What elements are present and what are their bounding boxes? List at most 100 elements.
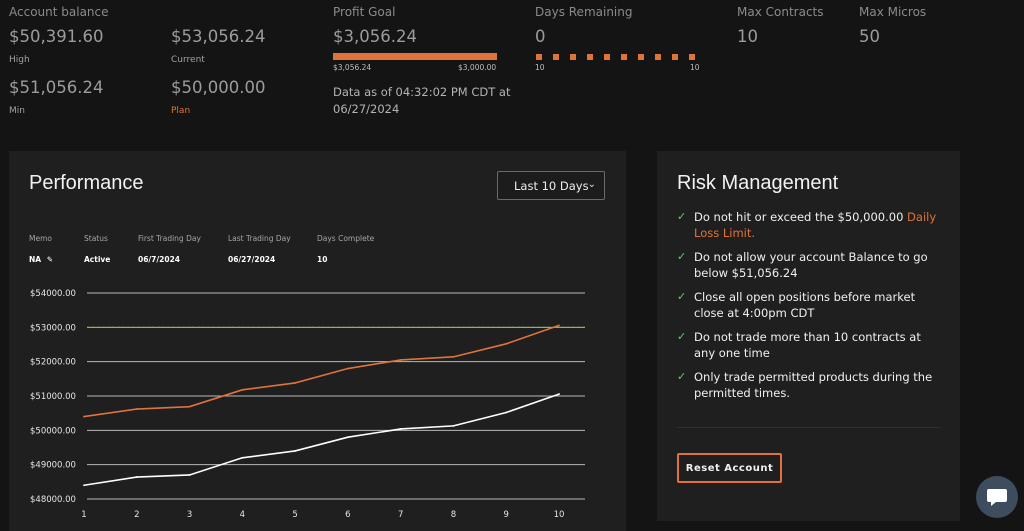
risk-rule: ✓ Do not hit or exceed the $50,000.00 Da… bbox=[677, 209, 945, 241]
balance-high-label: High bbox=[9, 55, 30, 65]
x-tick-label: 4 bbox=[240, 510, 245, 520]
risk-management-title: Risk Management bbox=[677, 172, 839, 194]
reset-account-button[interactable]: Reset Account bbox=[677, 453, 782, 483]
account-balance-label: Account balance bbox=[9, 5, 109, 19]
date-range-select-value: Last 10 Days bbox=[514, 178, 589, 193]
data-point bbox=[188, 405, 191, 408]
status-value: Active bbox=[84, 255, 111, 264]
table-header-status: Status bbox=[84, 234, 108, 243]
x-tick-label: 8 bbox=[451, 510, 456, 520]
memo-text: NA bbox=[29, 255, 42, 264]
data-point bbox=[505, 411, 508, 414]
risk-rule-text: Close all open positions before market c… bbox=[694, 290, 916, 320]
data-point bbox=[346, 367, 349, 370]
x-tick-label: 5 bbox=[292, 510, 297, 520]
risk-rule-text: Do not hit or exceed the $50,000.00 bbox=[694, 210, 908, 224]
check-icon: ✓ bbox=[677, 250, 687, 263]
performance-title: Performance bbox=[29, 172, 144, 194]
data-point bbox=[188, 474, 191, 476]
y-tick-label: $49000.00 bbox=[30, 461, 76, 471]
balance-plan-label: Plan bbox=[171, 106, 191, 116]
y-tick-label: $53000.00 bbox=[30, 323, 76, 333]
days-remaining-value: 0 bbox=[535, 27, 546, 46]
x-tick-label: 7 bbox=[398, 510, 403, 520]
max-contracts-label: Max Contracts bbox=[737, 5, 824, 19]
balance-min-value: $51,056.24 bbox=[9, 78, 104, 97]
day-dash bbox=[570, 54, 576, 60]
day-dash bbox=[536, 54, 542, 60]
days-remaining-label: Days Remaining bbox=[535, 5, 633, 19]
days-complete-value: 10 bbox=[317, 255, 328, 264]
table-header-days-complete: Days Complete bbox=[317, 234, 375, 243]
day-dash bbox=[655, 54, 661, 60]
balance-current-label: Current bbox=[171, 55, 205, 65]
data-point bbox=[452, 355, 455, 358]
chat-button[interactable] bbox=[976, 476, 1018, 518]
data-point bbox=[558, 324, 560, 327]
divider bbox=[677, 427, 940, 428]
profit-goal-bar-right: $3,000.00 bbox=[458, 63, 497, 72]
data-point bbox=[399, 428, 402, 430]
check-icon: ✓ bbox=[677, 290, 687, 303]
data-point bbox=[83, 415, 85, 418]
performance-chart: $48000.00 $49000.00 $50000.00 $51000.00 $520… bbox=[30, 289, 585, 520]
table-header-last-day: Last Trading Day bbox=[228, 234, 291, 243]
balance-current-value: $53,056.24 bbox=[171, 27, 266, 46]
last-trading-day-value: 06/27/2024 bbox=[228, 255, 276, 264]
table-header-memo: Memo bbox=[29, 234, 52, 243]
y-tick-label: $54000.00 bbox=[30, 289, 76, 299]
series-line bbox=[83, 393, 560, 487]
risk-management-panel: Risk Management ✓ Do not hit or exceed t… bbox=[657, 151, 960, 521]
memo-value: NA ✎ bbox=[29, 255, 53, 264]
data-point bbox=[135, 476, 138, 478]
x-tick-label: 1 bbox=[81, 510, 86, 520]
series-line bbox=[83, 324, 560, 418]
risk-rule-text: Do not allow your account Balance to go … bbox=[694, 250, 928, 280]
risk-rule: ✓ Only trade permitted products during t… bbox=[677, 369, 945, 401]
profit-goal-bar-left: $3,056.24 bbox=[333, 63, 372, 72]
data-point bbox=[241, 456, 244, 459]
chat-bubble-icon bbox=[987, 489, 1007, 506]
day-dash bbox=[672, 54, 678, 60]
x-tick-label: 3 bbox=[187, 510, 192, 520]
profit-goal-progress-bar bbox=[333, 53, 497, 60]
data-point bbox=[83, 484, 85, 487]
x-tick-label: 10 bbox=[554, 510, 565, 520]
day-dash bbox=[621, 54, 627, 60]
data-point bbox=[294, 382, 297, 384]
y-tick-label: $51000.00 bbox=[30, 392, 76, 402]
day-dash bbox=[638, 54, 644, 60]
date-range-select[interactable]: Last 10 Days ⌄ bbox=[497, 171, 605, 200]
data-point bbox=[399, 359, 402, 361]
data-point bbox=[135, 408, 138, 410]
x-tick-label: 6 bbox=[345, 510, 350, 520]
data-point bbox=[241, 388, 244, 391]
profit-goal-label: Profit Goal bbox=[333, 5, 396, 19]
risk-rule-text: Only trade permitted products during the… bbox=[694, 370, 933, 400]
table-header-first-day: First Trading Day bbox=[138, 234, 201, 243]
risk-rules-list: ✓ Do not hit or exceed the $50,000.00 Da… bbox=[677, 209, 945, 409]
risk-rule-highlight: Daily Loss Limit. bbox=[694, 210, 937, 240]
day-dash bbox=[587, 54, 593, 60]
max-contracts-value: 10 bbox=[737, 27, 758, 46]
chevron-down-icon: ⌄ bbox=[587, 179, 596, 190]
data-point bbox=[558, 393, 560, 395]
day-dash bbox=[604, 54, 610, 60]
day-dash bbox=[553, 54, 559, 60]
y-tick-label: $52000.00 bbox=[30, 358, 76, 368]
max-micros-label: Max Micros bbox=[859, 5, 927, 19]
risk-rule: ✓ Do not allow your account Balance to g… bbox=[677, 249, 945, 281]
risk-rule: ✓ Do not trade more than 10 contracts at… bbox=[677, 329, 945, 361]
balance-high-value: $50,391.60 bbox=[9, 27, 104, 46]
check-icon: ✓ bbox=[677, 210, 687, 223]
data-point bbox=[452, 424, 455, 427]
x-tick-label: 2 bbox=[134, 510, 139, 520]
risk-rule: ✓ Close all open positions before market… bbox=[677, 289, 945, 321]
x-tick-label: 9 bbox=[504, 510, 509, 520]
day-dash bbox=[689, 54, 695, 60]
pencil-icon[interactable]: ✎ bbox=[46, 255, 54, 264]
profit-goal-value: $3,056.24 bbox=[333, 27, 417, 46]
data-asof-text: Data as of 04:32:02 PM CDT at 06/27/2024 bbox=[333, 85, 511, 116]
days-bar-left: 10 bbox=[535, 63, 545, 72]
check-icon: ✓ bbox=[677, 330, 687, 343]
